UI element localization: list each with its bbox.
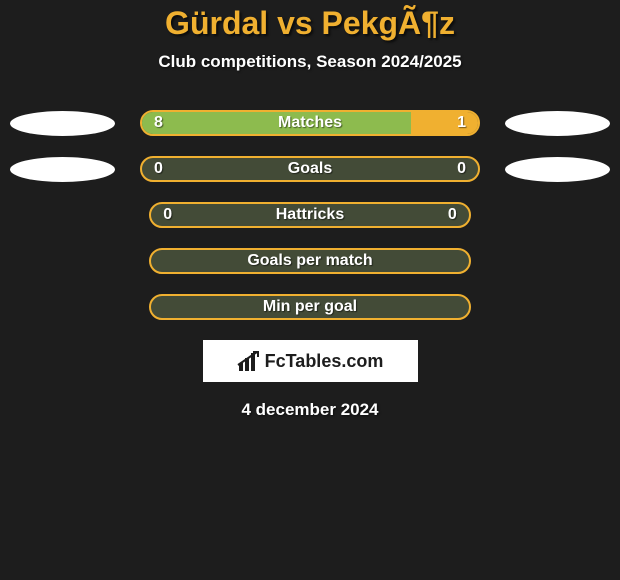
stat-row: 00Hattricks bbox=[0, 202, 620, 228]
comparison-card: Gürdal vs PekgÃ¶z Club competitions, Sea… bbox=[0, 0, 620, 420]
stat-bar: 00Goals bbox=[140, 156, 480, 182]
stat-row: 81Matches bbox=[0, 110, 620, 136]
stat-bar: Goals per match bbox=[149, 248, 471, 274]
logo-text: FcTables.com bbox=[265, 351, 384, 372]
stat-bar: 00Hattricks bbox=[149, 202, 471, 228]
stat-bar: 81Matches bbox=[140, 110, 480, 136]
stat-label: Goals bbox=[142, 160, 478, 178]
stat-label: Matches bbox=[142, 114, 478, 132]
player-avatar-left bbox=[10, 111, 115, 136]
player-avatar-left bbox=[10, 157, 115, 182]
stat-label: Hattricks bbox=[151, 206, 469, 224]
stat-row: Goals per match bbox=[0, 248, 620, 274]
stat-row: 00Goals bbox=[0, 156, 620, 182]
player-avatar-right bbox=[505, 111, 610, 136]
stat-row: Min per goal bbox=[0, 294, 620, 320]
card-subtitle: Club competitions, Season 2024/2025 bbox=[0, 52, 620, 72]
stats-list: 81Matches 00Goals 00Hattricks Goals per mat… bbox=[0, 110, 620, 320]
stat-label: Goals per match bbox=[151, 252, 469, 270]
stat-bar: Min per goal bbox=[149, 294, 471, 320]
bar-chart-icon bbox=[237, 351, 261, 371]
player-avatar-right bbox=[505, 157, 610, 182]
card-date: 4 december 2024 bbox=[0, 400, 620, 420]
card-title: Gürdal vs PekgÃ¶z bbox=[0, 5, 620, 42]
stat-label: Min per goal bbox=[151, 298, 469, 316]
source-logo[interactable]: FcTables.com bbox=[203, 340, 418, 382]
